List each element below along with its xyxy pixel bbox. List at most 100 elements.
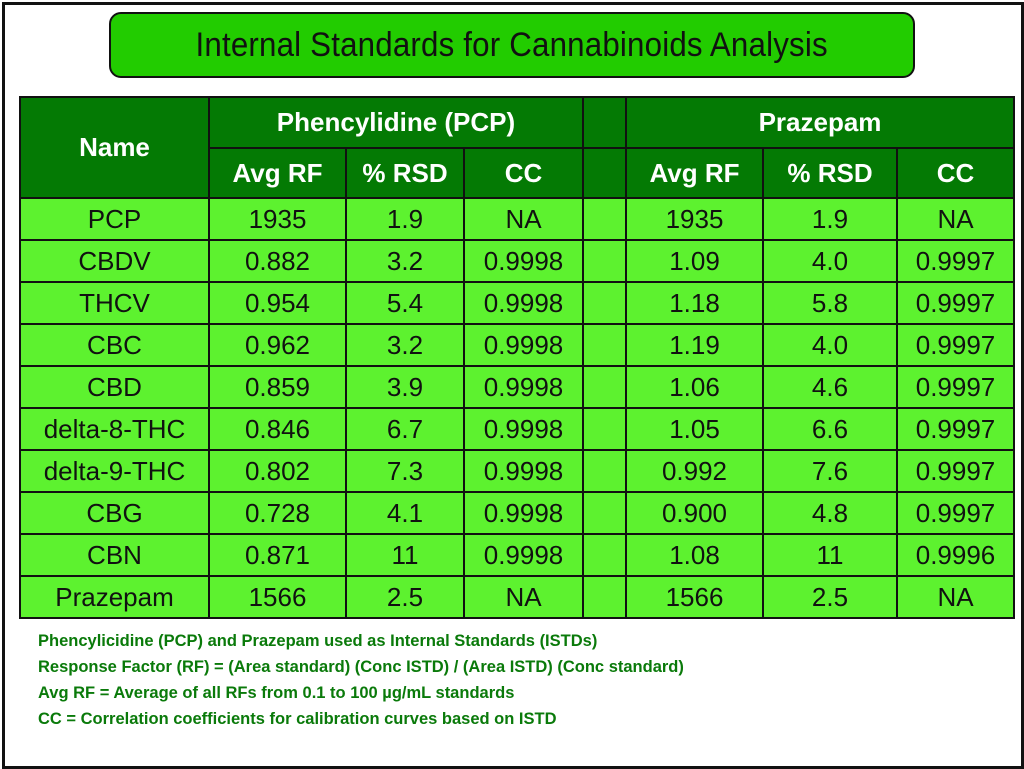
compound-name-cell: CBG — [19, 491, 210, 535]
table-row: CBDV 0.882 3.2 0.9998 1.09 4.0 0.9997 — [19, 239, 1015, 283]
pcp-cc-cell: 0.9998 — [463, 533, 584, 577]
pcp-cc-header: CC — [463, 147, 584, 199]
spacer-cell — [582, 449, 627, 493]
spacer-cell — [582, 323, 627, 367]
prazepam-avg-rf-cell: 0.900 — [625, 491, 764, 535]
prazepam-cc-cell: 0.9997 — [896, 407, 1015, 451]
note-response-factor: Response Factor (RF) = (Area standard) (… — [38, 658, 684, 676]
spacer-header-cell — [582, 96, 627, 149]
prazepam-rsd-cell: 4.0 — [762, 239, 898, 283]
pcp-avg-rf-cell: 0.871 — [208, 533, 347, 577]
compound-name-cell: PCP — [19, 197, 210, 241]
prazepam-avg-rf-cell: 1.18 — [625, 281, 764, 325]
prazepam-avg-rf-cell: 1.06 — [625, 365, 764, 409]
prazepam-cc-cell: 0.9997 — [896, 323, 1015, 367]
table-row: delta-9-THC 0.802 7.3 0.9998 0.992 7.6 0.9997 — [19, 449, 1015, 493]
prazepam-rsd-header: % RSD — [762, 147, 898, 199]
prazepam-avg-rf-cell: 0.992 — [625, 449, 764, 493]
compound-name-cell: CBC — [19, 323, 210, 367]
prazepam-cc-cell: 0.9996 — [896, 533, 1015, 577]
table-row: Prazepam 1566 2.5 NA 1566 2.5 NA — [19, 575, 1015, 619]
prazepam-cc-cell: NA — [896, 197, 1015, 241]
title-banner: Internal Standards for Cannabinoids Anal… — [109, 12, 915, 78]
prazepam-avg-rf-cell: 1.09 — [625, 239, 764, 283]
pcp-rsd-cell: 4.1 — [345, 491, 465, 535]
pcp-rsd-cell: 3.2 — [345, 239, 465, 283]
table-row: delta-8-THC 0.846 6.7 0.9998 1.05 6.6 0.9997 — [19, 407, 1015, 451]
compound-name-cell: CBD — [19, 365, 210, 409]
prazepam-cc-header: CC — [896, 147, 1015, 199]
pcp-cc-cell: 0.9998 — [463, 365, 584, 409]
note-cc: CC = Correlation coefficients for calibr… — [38, 710, 557, 728]
pcp-rsd-cell: 3.9 — [345, 365, 465, 409]
prazepam-rsd-cell: 4.8 — [762, 491, 898, 535]
pcp-rsd-cell: 7.3 — [345, 449, 465, 493]
spacer-cell — [582, 365, 627, 409]
table-row: THCV 0.954 5.4 0.9998 1.18 5.8 0.9997 — [19, 281, 1015, 325]
pcp-avg-rf-cell: 0.859 — [208, 365, 347, 409]
pcp-avg-rf-cell: 0.962 — [208, 323, 347, 367]
prazepam-avg-rf-cell: 1.08 — [625, 533, 764, 577]
prazepam-rsd-cell: 4.0 — [762, 323, 898, 367]
table-row: CBN 0.871 11 0.9998 1.08 11 0.9996 — [19, 533, 1015, 577]
compound-name-cell: CBDV — [19, 239, 210, 283]
prazepam-avg-rf-cell: 1.19 — [625, 323, 764, 367]
prazepam-cc-cell: NA — [896, 575, 1015, 619]
spacer-cell — [582, 533, 627, 577]
pcp-avg-rf-cell: 0.846 — [208, 407, 347, 451]
pcp-rsd-cell: 5.4 — [345, 281, 465, 325]
spacer-cell — [582, 575, 627, 619]
spacer-cell — [582, 197, 627, 241]
prazepam-rsd-cell: 2.5 — [762, 575, 898, 619]
internal-standards-table: Name Phencylidine (PCP) Prazepam Avg RF … — [19, 96, 1015, 619]
pcp-rsd-cell: 6.7 — [345, 407, 465, 451]
pcp-cc-cell: 0.9998 — [463, 407, 584, 451]
prazepam-rsd-cell: 11 — [762, 533, 898, 577]
pcp-cc-cell: 0.9998 — [463, 323, 584, 367]
prazepam-avg-rf-header: Avg RF — [625, 147, 764, 199]
name-column-header: Name — [19, 96, 210, 199]
prazepam-rsd-cell: 4.6 — [762, 365, 898, 409]
spacer-cell — [582, 281, 627, 325]
prazepam-avg-rf-cell: 1935 — [625, 197, 764, 241]
pcp-avg-rf-cell: 0.802 — [208, 449, 347, 493]
spacer-cell — [582, 239, 627, 283]
prazepam-avg-rf-cell: 1566 — [625, 575, 764, 619]
pcp-group-header: Phencylidine (PCP) — [208, 96, 584, 149]
pcp-cc-cell: 0.9998 — [463, 239, 584, 283]
pcp-avg-rf-cell: 0.954 — [208, 281, 347, 325]
compound-name-cell: delta-9-THC — [19, 449, 210, 493]
page-title: Internal Standards for Cannabinoids Anal… — [195, 25, 829, 64]
prazepam-group-header: Prazepam — [625, 96, 1015, 149]
table-row: CBC 0.962 3.2 0.9998 1.19 4.0 0.9997 — [19, 323, 1015, 367]
prazepam-cc-cell: 0.9997 — [896, 239, 1015, 283]
prazepam-cc-cell: 0.9997 — [896, 491, 1015, 535]
pcp-rsd-header: % RSD — [345, 147, 465, 199]
spacer-cell — [582, 491, 627, 535]
prazepam-rsd-cell: 5.8 — [762, 281, 898, 325]
pcp-cc-cell: 0.9998 — [463, 281, 584, 325]
pcp-avg-rf-cell: 1566 — [208, 575, 347, 619]
pcp-avg-rf-cell: 1935 — [208, 197, 347, 241]
compound-name-cell: CBN — [19, 533, 210, 577]
pcp-cc-cell: 0.9998 — [463, 449, 584, 493]
prazepam-rsd-cell: 7.6 — [762, 449, 898, 493]
footnotes: Phencylicidine (PCP) and Prazepam used a… — [38, 628, 684, 732]
pcp-avg-rf-cell: 0.882 — [208, 239, 347, 283]
pcp-cc-cell: NA — [463, 575, 584, 619]
pcp-rsd-cell: 2.5 — [345, 575, 465, 619]
prazepam-rsd-cell: 6.6 — [762, 407, 898, 451]
pcp-rsd-cell: 3.2 — [345, 323, 465, 367]
compound-name-cell: delta-8-THC — [19, 407, 210, 451]
table-row: CBD 0.859 3.9 0.9998 1.06 4.6 0.9997 — [19, 365, 1015, 409]
table-row: CBG 0.728 4.1 0.9998 0.900 4.8 0.9997 — [19, 491, 1015, 535]
pcp-avg-rf-cell: 0.728 — [208, 491, 347, 535]
pcp-rsd-cell: 11 — [345, 533, 465, 577]
prazepam-cc-cell: 0.9997 — [896, 365, 1015, 409]
compound-name-cell: Prazepam — [19, 575, 210, 619]
note-istd: Phencylicidine (PCP) and Prazepam used a… — [38, 632, 598, 650]
prazepam-cc-cell: 0.9997 — [896, 281, 1015, 325]
note-avg-rf: Avg RF = Average of all RFs from 0.1 to … — [38, 684, 515, 702]
table-row: PCP 1935 1.9 NA 1935 1.9 NA — [19, 197, 1015, 241]
pcp-avg-rf-header: Avg RF — [208, 147, 347, 199]
